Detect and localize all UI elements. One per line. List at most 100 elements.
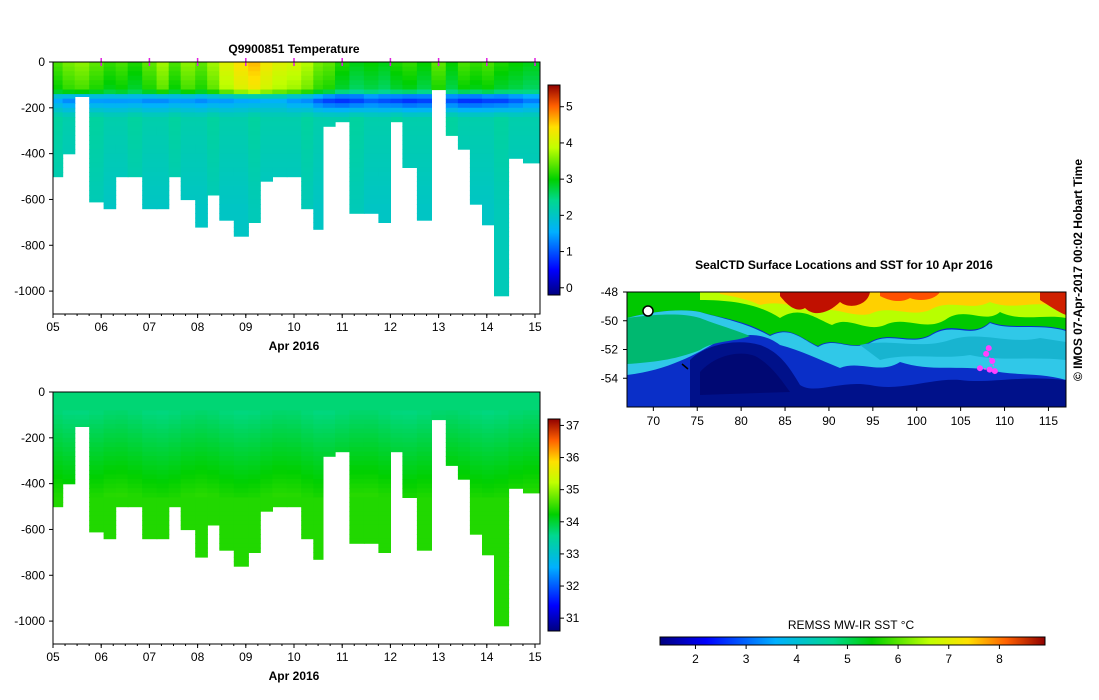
section-cell [272,479,288,485]
section-cell [156,121,170,127]
section-cell [180,483,196,489]
section-cell [74,66,90,72]
section-cell [233,158,249,164]
section-cell [416,534,432,540]
section-cell [416,497,432,503]
section-cell [431,66,447,72]
section-cell [349,474,365,480]
section-cell [508,433,524,439]
section-cell [335,442,351,448]
section-cell [62,460,76,466]
section-cell [469,167,483,173]
section-cell [260,460,273,466]
section-cell [195,199,208,205]
section-cell [416,126,432,132]
section-cell [390,103,404,109]
section-cell [53,130,64,136]
section-cell [313,442,324,448]
section-cell [180,488,196,494]
section-cell [335,80,351,86]
section-cell [89,190,105,196]
section-cell [272,117,288,123]
section-cell [180,451,196,457]
section-cell [349,497,365,503]
section-cell [445,433,459,439]
section-cell [469,410,483,416]
section-cell [260,158,273,164]
section-cell [272,433,288,439]
section-cell [89,447,105,453]
x-tick-label: 12 [384,320,398,334]
section-cell [301,474,314,480]
section-cell [286,433,302,439]
section-cell [233,511,249,517]
section-cell [363,158,379,164]
section-cell [272,392,288,398]
section-cell [457,144,471,150]
section-cell [390,447,404,453]
section-cell [416,121,432,127]
section-cell [349,194,365,201]
section-cell [207,479,220,485]
section-cell [494,245,510,251]
section-cell [53,139,64,146]
section-cell [482,172,495,178]
section-cell [378,181,391,187]
section-cell [301,469,314,476]
section-cell [482,80,495,86]
section-cell [313,208,324,214]
section-cell [53,442,64,448]
section-cell [482,103,495,109]
section-cell [523,396,540,402]
section-cell [115,456,129,462]
section-cell [168,433,182,439]
section-cell [508,121,524,127]
section-cell [142,66,158,72]
section-cell [378,107,391,113]
section-cell [156,149,170,155]
section-cell [195,424,208,430]
section-cell [248,447,261,453]
section-cell [416,424,432,430]
section-cell [195,98,208,104]
section-cell [195,121,208,127]
section-cell [168,492,182,498]
section-cell [180,84,196,91]
section-cell [322,103,336,109]
section-cell [89,139,105,146]
section-cell [180,410,196,416]
section-cell [363,465,379,471]
section-cell [349,144,365,150]
section-cell [272,419,288,425]
section-cell [103,396,117,402]
section-cell [301,424,314,430]
section-cell [523,144,540,150]
section-cell [313,190,324,196]
section-cell [286,117,302,123]
section-cell [349,84,365,91]
section-cell [156,199,170,205]
section-cell [156,172,170,178]
section-cell [168,419,182,425]
section-cell [103,424,117,430]
section-cell [349,62,365,68]
section-cell [508,89,524,95]
section-cell [219,80,235,86]
section-cell [313,139,324,146]
section-cell [156,524,170,531]
section-cell [313,103,324,109]
section-cell [168,497,182,503]
section-cell [248,442,261,448]
section-cell [363,75,379,81]
section-cell [469,71,483,77]
section-cell [445,80,459,86]
section-cell [494,456,510,462]
section-cell [219,162,235,168]
section-cell [363,428,379,434]
section-cell [156,396,170,402]
section-cell [363,515,379,521]
map-x-tick-label: 70 [647,414,661,428]
section-cell [260,433,273,439]
section-cell [219,447,235,453]
section-cell [378,80,391,86]
